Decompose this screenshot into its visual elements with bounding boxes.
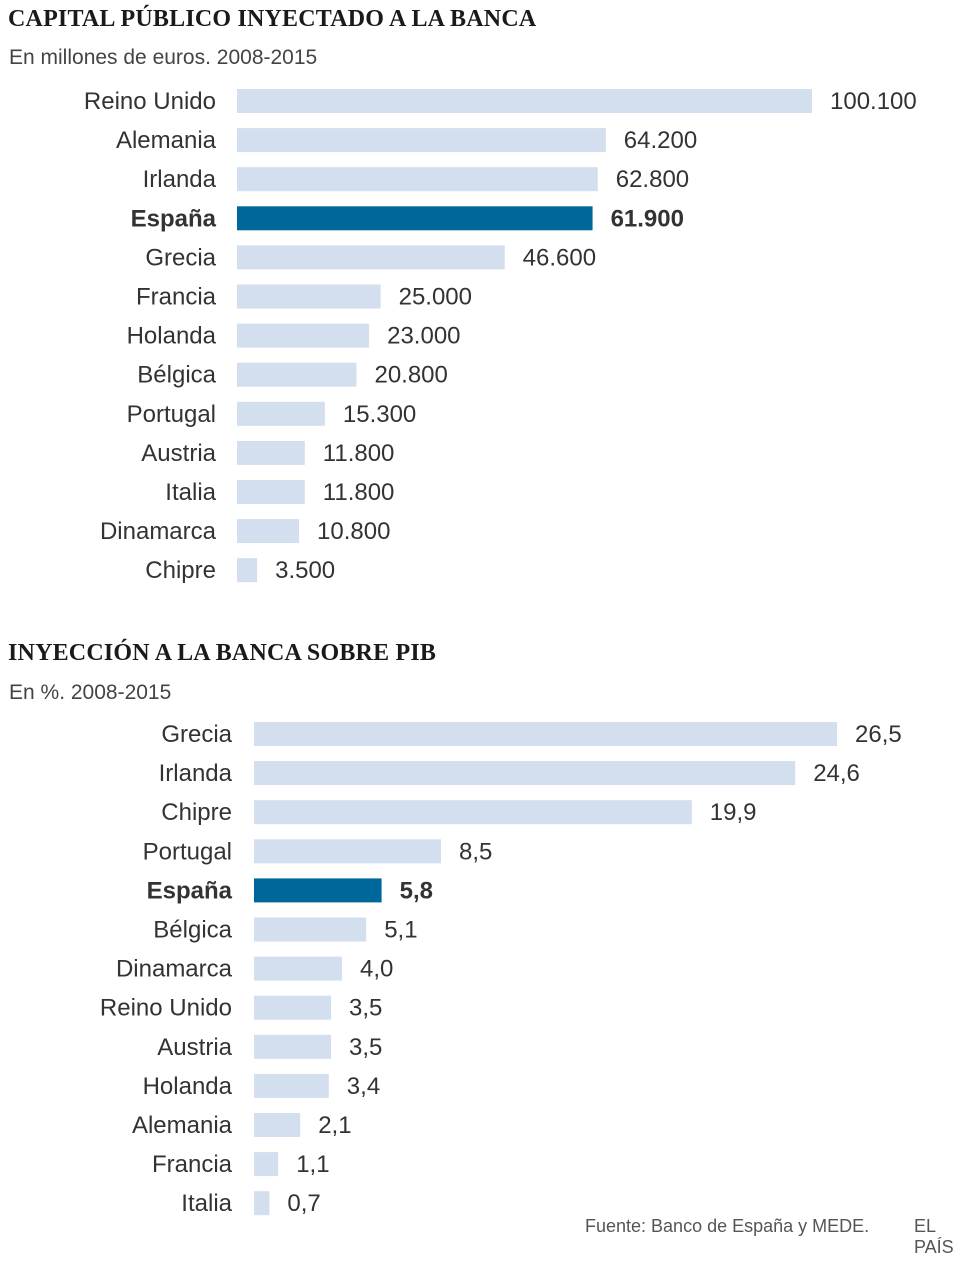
- chart2-title: INYECCIÓN A LA BANCA SOBRE PIB: [8, 640, 437, 666]
- value-label: 100.100: [830, 88, 917, 115]
- category-label: Bélgica: [137, 362, 216, 389]
- value-label: 3,5: [349, 995, 382, 1022]
- value-label: 26,5: [855, 721, 902, 748]
- bar: [254, 995, 331, 1020]
- category-label: Grecia: [145, 244, 216, 271]
- category-label: Grecia: [161, 721, 232, 748]
- bar: [237, 440, 305, 465]
- value-label: 5,1: [384, 917, 417, 944]
- bar: [237, 245, 505, 270]
- chart2-subtitle: En %. 2008-2015: [9, 681, 172, 704]
- value-label: 20.800: [374, 362, 447, 389]
- bar: [254, 1073, 329, 1098]
- category-label: Alemania: [116, 127, 217, 154]
- value-label: 64.200: [624, 127, 697, 154]
- value-label: 19,9: [710, 799, 757, 826]
- category-label: Irlanda: [159, 760, 233, 787]
- bar: [254, 761, 796, 786]
- value-label: 11.800: [323, 440, 395, 467]
- bar: [254, 917, 367, 942]
- category-label: Portugal: [143, 838, 232, 865]
- value-label: 25.000: [399, 284, 472, 311]
- chart1-svg: Reino Unido 100.100 Alemania 64.200 Irlanda 6…: [84, 88, 917, 584]
- bar: [254, 722, 837, 746]
- bar-highlight: [254, 878, 382, 903]
- bar: [254, 1034, 331, 1059]
- bar: [254, 800, 692, 825]
- category-label: Portugal: [127, 401, 216, 428]
- category-label: Reino Unido: [84, 88, 216, 115]
- bar: [254, 1191, 270, 1216]
- chart2-svg: Grecia 26,5 Irlanda 24,6 Chipre 19,9 Portugal 8…: [100, 721, 902, 1217]
- value-label: 46.600: [523, 244, 596, 271]
- bar: [237, 323, 370, 348]
- bar: [254, 839, 441, 864]
- category-label: España: [147, 877, 233, 904]
- bar: [254, 956, 342, 981]
- value-label: 61.900: [611, 205, 684, 232]
- category-label: Chipre: [161, 799, 232, 826]
- value-label: 8,5: [459, 838, 492, 865]
- value-label: 11.800: [323, 479, 395, 506]
- value-label: 23.000: [387, 323, 460, 350]
- category-label: Francia: [152, 1151, 233, 1178]
- chart1-subtitle: En millones de euros. 2008-2015: [9, 46, 318, 69]
- bar: [237, 401, 325, 426]
- value-label: 1,1: [296, 1151, 329, 1178]
- bar: [237, 558, 258, 583]
- category-label: Francia: [136, 284, 217, 311]
- category-label: Chipre: [145, 557, 216, 584]
- category-label: Austria: [157, 1034, 232, 1061]
- bar: [237, 89, 812, 113]
- value-label: 15.300: [343, 401, 416, 428]
- bar: [237, 167, 598, 192]
- bar: [254, 1152, 279, 1177]
- category-label: Italia: [181, 1190, 232, 1217]
- brand-label: EL PAÍS: [914, 1216, 954, 1257]
- bar: [237, 362, 357, 387]
- value-label: 2,1: [318, 1112, 351, 1139]
- value-label: 62.800: [616, 166, 689, 193]
- value-label: 3,5: [349, 1034, 382, 1061]
- value-label: 4,0: [360, 956, 393, 983]
- value-label: 0,7: [287, 1190, 320, 1217]
- category-label: Dinamarca: [116, 956, 233, 983]
- bar: [237, 284, 381, 309]
- value-label: 24,6: [813, 760, 860, 787]
- category-label: Irlanda: [143, 166, 217, 193]
- category-label: Holanda: [127, 323, 217, 350]
- value-label: 3,4: [347, 1073, 380, 1100]
- category-label: Holanda: [143, 1073, 233, 1100]
- source-note: Fuente: Banco de España y MEDE.: [585, 1216, 870, 1236]
- category-label: Bélgica: [153, 917, 232, 944]
- value-label: 5,8: [400, 877, 433, 904]
- category-label: España: [131, 205, 217, 232]
- category-label: Dinamarca: [100, 518, 217, 545]
- bar: [237, 519, 300, 544]
- bar: [237, 480, 305, 504]
- category-label: Austria: [141, 440, 216, 467]
- category-label: Reino Unido: [100, 995, 232, 1022]
- category-label: Italia: [165, 479, 216, 506]
- value-label: 10.800: [317, 518, 390, 545]
- bar: [254, 1113, 301, 1137]
- category-label: Alemania: [132, 1112, 233, 1139]
- bar: [237, 128, 606, 153]
- chart1-title: CAPITAL PÚBLICO INYECTADO A LA BANCA: [8, 6, 537, 32]
- bar-highlight: [237, 206, 593, 231]
- value-label: 3.500: [275, 557, 335, 584]
